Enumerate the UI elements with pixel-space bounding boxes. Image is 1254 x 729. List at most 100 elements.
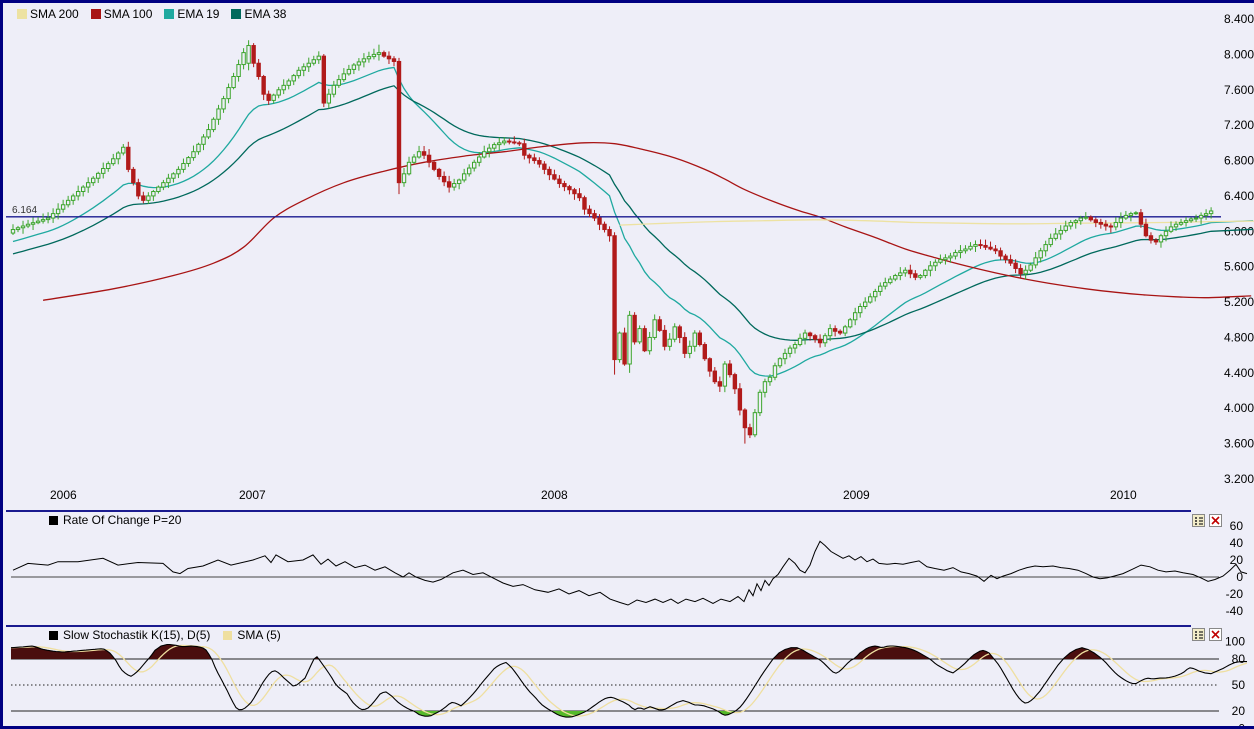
candle-body: [1098, 221, 1104, 225]
candle-body: [176, 168, 181, 175]
axis-tick-label: -40: [1226, 604, 1244, 618]
candle-body: [1063, 225, 1068, 231]
candle-body: [1198, 214, 1204, 219]
candle-body: [136, 182, 141, 197]
axis-tick-label: 8.400: [1224, 12, 1254, 26]
candle-body: [261, 76, 266, 95]
candle-body: [797, 337, 803, 346]
candle-body: [1023, 269, 1028, 275]
candle-body: [873, 290, 878, 298]
candle-body: [231, 76, 236, 89]
candle-body: [1008, 259, 1013, 264]
roc-chart: 60 40 20 0 -20 -40: [11, 519, 1248, 618]
candle-body: [973, 244, 978, 247]
candle-body: [1168, 226, 1174, 232]
candle-body: [1173, 223, 1179, 228]
candle-body: [1108, 225, 1114, 228]
stoch-panel-header: Slow Stochastik K(15), D(5) SMA (5): [49, 628, 281, 642]
candle-body: [1138, 212, 1144, 225]
candle-body: [161, 182, 166, 188]
candle-body: [597, 217, 602, 225]
candle-body: [692, 332, 697, 347]
roc-swatch-icon: [49, 515, 58, 525]
candle-body: [386, 55, 392, 60]
axis-tick-label: 2009: [843, 488, 870, 502]
candle-body: [55, 208, 61, 215]
candle-body: [842, 326, 848, 334]
candle-body: [10, 229, 16, 234]
candle-body: [1088, 216, 1093, 221]
candle-body: [782, 352, 788, 360]
candle-body: [1053, 233, 1058, 239]
roc-properties-icon[interactable]: [1192, 514, 1205, 527]
candle-body: [291, 75, 296, 82]
candle-body: [602, 223, 607, 231]
candlesticks: [10, 40, 1214, 444]
candle-body: [1188, 218, 1194, 222]
axis-tick-label: 40: [1230, 536, 1244, 550]
axis-tick-label: 5.600: [1224, 260, 1254, 274]
candle-body: [717, 381, 723, 387]
candle-body: [436, 168, 442, 177]
stoch-properties-icon[interactable]: [1192, 628, 1205, 641]
axis-tick-label: 7.200: [1224, 118, 1254, 132]
candle-body: [226, 87, 231, 100]
series-line: [12, 540, 1248, 606]
candle-body: [1158, 235, 1164, 243]
candle-body: [968, 245, 973, 250]
legend-item-ema19: EMA 19: [164, 7, 219, 21]
candle-body: [837, 330, 843, 334]
candle-body: [1013, 262, 1018, 269]
candle-body: [96, 172, 101, 179]
candle-body: [697, 332, 702, 346]
candle-body: [607, 229, 612, 237]
candle-body: [446, 181, 452, 188]
candle-body: [562, 183, 567, 188]
candle-body: [847, 319, 853, 328]
candle-body: [376, 52, 382, 55]
candle-body: [1163, 230, 1169, 237]
candle-body: [461, 173, 467, 181]
candle-body: [868, 296, 873, 303]
candle-body: [366, 56, 372, 60]
axis-tick-label: 3.600: [1224, 437, 1254, 451]
candle-body: [787, 347, 793, 354]
candle-body: [331, 84, 337, 95]
candle-body: [1203, 213, 1209, 216]
candle-body: [958, 250, 963, 254]
candle-body: [532, 157, 537, 162]
candle-body: [822, 335, 828, 344]
stoch-sma-label: SMA (5): [237, 628, 281, 642]
roc-close-icon[interactable]: [1209, 514, 1222, 527]
candle-body: [451, 183, 457, 188]
candle-body: [802, 332, 808, 339]
candle-body: [30, 222, 36, 225]
axis-tick-label: 8.000: [1224, 47, 1254, 61]
candle-body: [622, 332, 627, 365]
candle-body: [1193, 217, 1199, 220]
candle-body: [898, 272, 903, 277]
candle-body: [85, 182, 91, 188]
candle-body: [547, 168, 552, 176]
candle-body: [1148, 235, 1154, 241]
legend-label: SMA 200: [30, 7, 79, 21]
candle-body: [712, 370, 718, 383]
candle-body: [121, 146, 126, 154]
candle-body: [923, 269, 928, 277]
stoch-close-icon[interactable]: [1209, 628, 1222, 641]
candle-body: [1068, 221, 1073, 227]
axis-tick-label: 0: [1236, 570, 1243, 584]
candle-body: [381, 52, 387, 57]
stoch-overbought-fill: [773, 647, 819, 659]
candle-body: [186, 157, 191, 164]
candle-body: [983, 244, 988, 248]
series-line: [12, 85, 1254, 341]
candle-body: [306, 62, 311, 68]
axis-tick-label: 4.400: [1224, 366, 1254, 380]
panel-separator: [6, 625, 1191, 627]
main-chart-legend: SMA 200 SMA 100 EMA 19 EMA 38: [17, 7, 286, 21]
legend-item-sma100: SMA 100: [90, 7, 152, 21]
candle-body: [827, 328, 833, 337]
candle-body: [211, 118, 216, 131]
candle-body: [1018, 267, 1023, 275]
